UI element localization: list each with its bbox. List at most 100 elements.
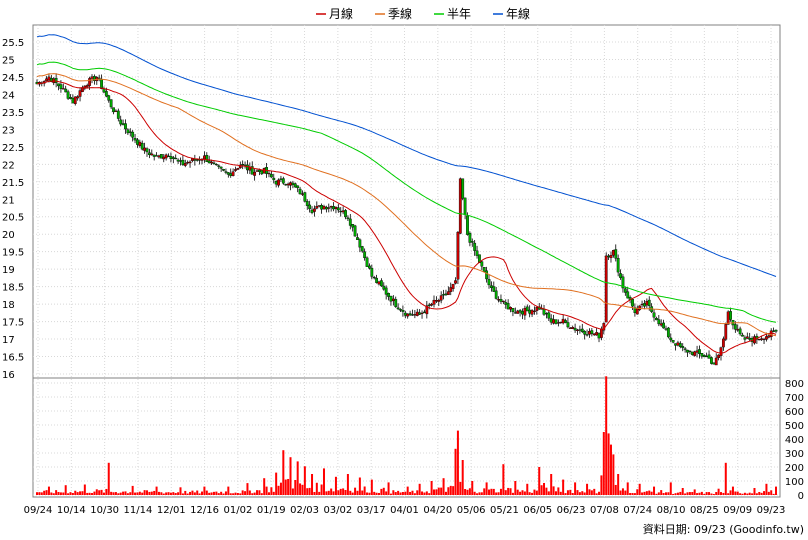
volume-bar — [196, 490, 199, 495]
candle-body — [191, 158, 194, 161]
volume-bar — [62, 492, 65, 495]
price-tick-19: 25.5 — [2, 38, 24, 49]
volume-tick-7: 700 — [785, 393, 804, 404]
date-tick-4: 12/01 — [157, 505, 186, 516]
volume-bar — [444, 491, 447, 495]
volume-bar — [339, 488, 342, 495]
candle-body — [619, 273, 622, 278]
volume-bar — [368, 492, 371, 495]
candle-body — [64, 88, 68, 93]
volume-bar — [612, 454, 615, 495]
volume-bar — [315, 482, 318, 495]
volume-bar — [246, 483, 249, 495]
date-tick-1: 10/14 — [57, 505, 86, 516]
volume-bar — [471, 481, 474, 495]
candle-body — [535, 307, 539, 311]
candle-body — [545, 313, 548, 315]
candle-body — [724, 324, 728, 340]
candle-body — [418, 312, 422, 315]
candle-body — [745, 336, 749, 339]
candle-body — [695, 350, 699, 353]
volume-bar — [519, 491, 522, 495]
candle-body — [310, 209, 314, 213]
candle-body — [143, 147, 147, 151]
candle-body — [327, 207, 331, 209]
volume-bar — [59, 492, 62, 495]
candle-body — [214, 163, 218, 166]
price-tick-17: 24.5 — [2, 73, 24, 84]
candle-body — [442, 294, 445, 296]
volume-bar — [102, 492, 105, 495]
volume-tick-2: 200 — [785, 463, 804, 474]
volume-bars — [36, 376, 777, 495]
volume-bar — [289, 457, 292, 495]
candle-body — [413, 314, 417, 316]
volume-bar — [38, 492, 41, 495]
candle-body — [547, 312, 551, 319]
volume-bar — [418, 483, 421, 495]
volume-bar — [401, 491, 404, 495]
date-tick-12: 04/20 — [423, 505, 452, 516]
candle-body — [301, 193, 304, 195]
candle-body — [174, 157, 178, 160]
candle-body — [576, 329, 579, 331]
volume-tick-8: 800 — [785, 379, 804, 390]
candle-body — [683, 348, 687, 350]
volume-bar — [203, 486, 206, 495]
candle-body — [387, 293, 390, 297]
volume-bar — [251, 493, 254, 495]
volume-bar — [55, 490, 58, 495]
candle-body — [729, 311, 732, 320]
candle-body — [698, 349, 701, 354]
candle-body — [549, 318, 553, 323]
candle-body — [454, 280, 457, 284]
volume-bar — [576, 490, 579, 495]
candle-body — [57, 83, 60, 87]
volume-bar — [461, 460, 464, 495]
volume-bar — [272, 491, 275, 495]
candle-body — [267, 172, 271, 175]
volume-bar — [588, 489, 591, 495]
candle-body — [518, 310, 522, 313]
candle-body — [492, 286, 496, 292]
volume-bar — [334, 476, 337, 495]
candle-body — [652, 312, 656, 318]
date-tick-17: 07/08 — [590, 505, 619, 516]
candle-body — [222, 169, 225, 171]
volume-bar — [653, 486, 656, 495]
candle-body — [358, 239, 362, 248]
volume-bar — [643, 491, 646, 495]
volume-bar — [566, 490, 569, 495]
candle-body — [638, 305, 642, 310]
volume-bar — [270, 487, 273, 495]
candle-body — [78, 90, 82, 97]
candle-body — [138, 141, 142, 146]
candle-body — [344, 210, 347, 218]
volume-bar — [425, 491, 428, 495]
volume-bar — [361, 490, 364, 495]
volume-bar — [538, 467, 541, 495]
volume-bar — [442, 478, 445, 495]
date-tick-11: 04/01 — [390, 505, 419, 516]
price-tick-8: 20 — [2, 230, 15, 241]
price-tick-16: 24 — [2, 90, 15, 101]
volume-bar — [535, 490, 538, 495]
candle-body — [461, 178, 465, 199]
volume-bar — [464, 489, 467, 495]
volume-bar — [729, 490, 732, 495]
candle-body — [494, 290, 498, 299]
volume-bar — [256, 490, 259, 495]
volume-bar — [258, 490, 261, 495]
candle-body — [528, 309, 532, 314]
volume-bar — [416, 490, 419, 495]
volume-bar — [664, 492, 667, 495]
volume-bar — [212, 491, 215, 495]
candle-body — [346, 217, 350, 220]
volume-bar — [492, 488, 495, 495]
candle-body — [466, 215, 469, 235]
candle-body — [140, 143, 144, 150]
volume-bar — [428, 493, 431, 495]
candle-body — [765, 336, 768, 340]
candle-body — [556, 322, 560, 324]
candle-body — [595, 332, 599, 336]
